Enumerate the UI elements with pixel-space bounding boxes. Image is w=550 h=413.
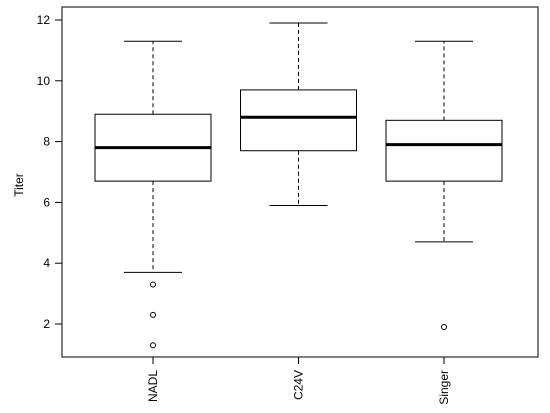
outlier-point [150, 281, 156, 288]
x-tick-label: NADL [146, 370, 160, 402]
y-tick-label: 12 [37, 13, 51, 27]
outlier-point [441, 324, 447, 331]
y-tick-label: 6 [43, 195, 50, 209]
box-nadl [94, 40, 212, 349]
y-tick-label: 10 [37, 74, 51, 88]
box-c24v [240, 22, 357, 206]
y-tick-label: 2 [43, 317, 50, 331]
x-axis-ticks: NADL C24V Singer [146, 357, 451, 405]
y-axis-title: Titer [12, 173, 26, 197]
y-tick-label: 8 [43, 135, 50, 149]
box-singer [385, 40, 503, 331]
outlier-point [150, 311, 156, 318]
x-tick-label: Singer [437, 370, 451, 405]
iqr-box [385, 119, 503, 182]
outlier-point [150, 342, 156, 349]
iqr-box [240, 89, 357, 152]
x-tick-label: C24V [292, 370, 306, 400]
boxes-group [94, 22, 503, 349]
y-tick-label: 4 [43, 256, 50, 270]
plot-frame [61, 6, 539, 358]
y-axis-ticks: 2 4 6 8 10 12 [37, 13, 62, 331]
